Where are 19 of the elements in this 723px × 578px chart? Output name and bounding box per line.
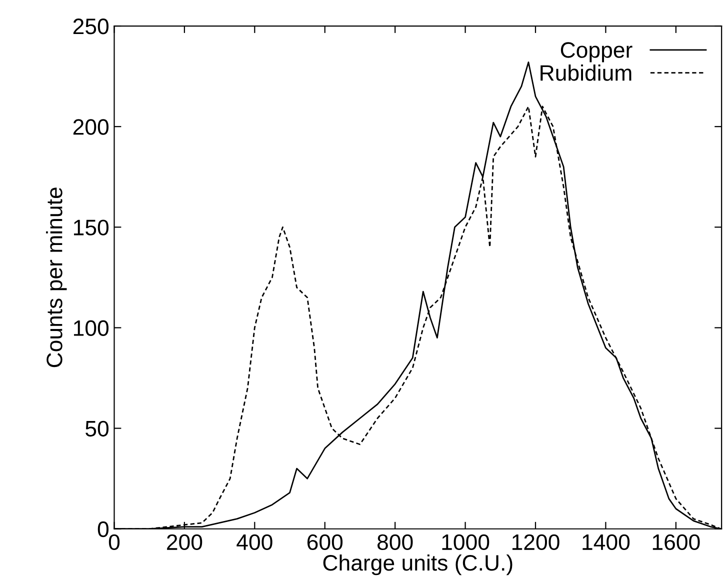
x-tick-label: 1400 bbox=[582, 534, 630, 550]
x-tick-label: 0 bbox=[108, 534, 120, 550]
legend-label: Rubidium bbox=[540, 64, 632, 81]
x-axis-title: Charge units (C.U.) bbox=[323, 554, 512, 576]
x-tick-label: 600 bbox=[307, 534, 343, 550]
x-tick-label: 400 bbox=[236, 534, 272, 550]
y-tick-label: 100 bbox=[74, 320, 109, 336]
y-tick-label: 50 bbox=[86, 420, 109, 437]
y-tick-label: 200 bbox=[73, 119, 109, 135]
y-tick-label: 250 bbox=[73, 18, 109, 34]
x-tick-label: 1600 bbox=[652, 534, 700, 550]
x-tick-label: 1000 bbox=[442, 534, 490, 550]
x-tick-label: 800 bbox=[378, 534, 413, 550]
y-axis-title: Counts per minute bbox=[46, 188, 67, 368]
legend-label: Copper bbox=[560, 42, 632, 62]
x-tick-label: 200 bbox=[167, 534, 202, 550]
x-tick-label: 1200 bbox=[512, 534, 560, 550]
y-tick-label: 0 bbox=[98, 521, 109, 538]
y-tick-label: 150 bbox=[74, 220, 109, 236]
